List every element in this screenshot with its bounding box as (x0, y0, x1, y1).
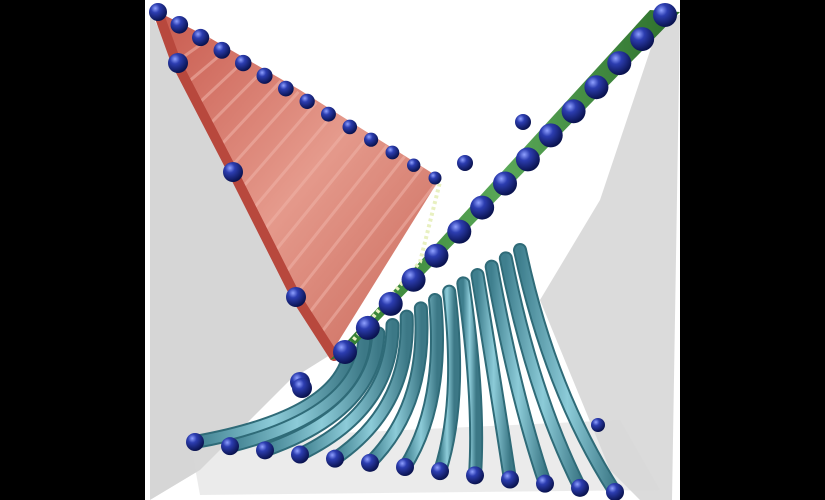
joint-sphere (221, 437, 239, 456)
joint-sphere (536, 474, 554, 493)
joint-sphere (326, 449, 344, 468)
red-sheet-rib (297, 155, 406, 292)
joint-sphere (396, 458, 414, 476)
joint-sphere (170, 15, 189, 34)
joint-sphere (292, 378, 312, 398)
joint-sphere (361, 453, 379, 472)
red-sheet-rib (320, 177, 442, 334)
joint-sphere (447, 219, 472, 244)
joint-sphere (653, 3, 677, 27)
joint-sphere (278, 80, 294, 97)
joint-sphere (561, 99, 586, 124)
teal-tube (295, 320, 398, 460)
teal-tube (458, 278, 482, 481)
red-sheet-rib (230, 90, 300, 168)
red-sheet-rib (208, 69, 265, 126)
red-sheet-rib (264, 123, 353, 230)
red-sheet-rib (286, 144, 389, 271)
joint-sphere (571, 478, 589, 497)
joint-sphere (515, 147, 540, 172)
joint-sphere (299, 93, 315, 110)
teal-tube (365, 303, 427, 468)
joint-sphere (149, 3, 167, 21)
red-sheet-rib (308, 166, 424, 313)
joint-sphere (470, 195, 495, 220)
joint-sphere (466, 466, 484, 485)
joint-sphere (364, 132, 379, 147)
joint-sphere (501, 470, 519, 489)
molecular-render (145, 0, 680, 500)
joint-sphere (256, 441, 274, 460)
teal-tubes (188, 243, 622, 499)
joint-sphere (515, 114, 531, 130)
red-sheet-rib (253, 112, 335, 209)
joint-sphere (355, 315, 380, 340)
joint-sphere (493, 171, 517, 196)
joint-sphere (291, 445, 309, 464)
joint-sphere (431, 462, 449, 481)
teal-tube (190, 345, 355, 447)
joint-spheres (149, 3, 677, 500)
joint-sphere (407, 158, 421, 172)
joint-sphere (186, 433, 204, 451)
teal-tube (260, 328, 384, 456)
teal-tube (435, 286, 460, 477)
teal-tube (225, 336, 370, 452)
teal-tube (500, 253, 585, 493)
joint-sphere (630, 27, 655, 52)
joint-sphere (256, 67, 273, 84)
joint-sphere (286, 287, 306, 307)
joint-sphere (235, 54, 252, 72)
joint-sphere (168, 53, 188, 73)
joint-sphere (538, 123, 563, 148)
red-sheet-rib (219, 80, 282, 147)
red-sheet-rib (275, 133, 371, 251)
joint-sphere (213, 41, 231, 59)
joint-sphere (321, 106, 336, 122)
red-sheet-rib (241, 101, 318, 188)
joint-sphere (333, 340, 357, 364)
joint-sphere (378, 291, 403, 316)
joint-sphere (385, 145, 400, 160)
joint-sphere (223, 162, 243, 182)
joint-sphere (424, 243, 449, 268)
joint-sphere (607, 51, 632, 76)
joint-sphere (342, 119, 358, 135)
teal-tube (472, 270, 515, 485)
teal-tube (486, 261, 550, 489)
left-frame-panel (150, 12, 330, 500)
joint-sphere (457, 155, 473, 171)
joint-sphere (428, 171, 442, 185)
joint-sphere (606, 483, 624, 500)
joint-sphere (591, 418, 605, 432)
teal-tube (400, 295, 442, 472)
joint-sphere (192, 28, 210, 47)
joint-sphere (584, 75, 609, 100)
teal-tube (330, 311, 412, 464)
teal-tube (515, 245, 620, 497)
joint-sphere (401, 267, 426, 292)
right-frame-panel (540, 15, 680, 500)
